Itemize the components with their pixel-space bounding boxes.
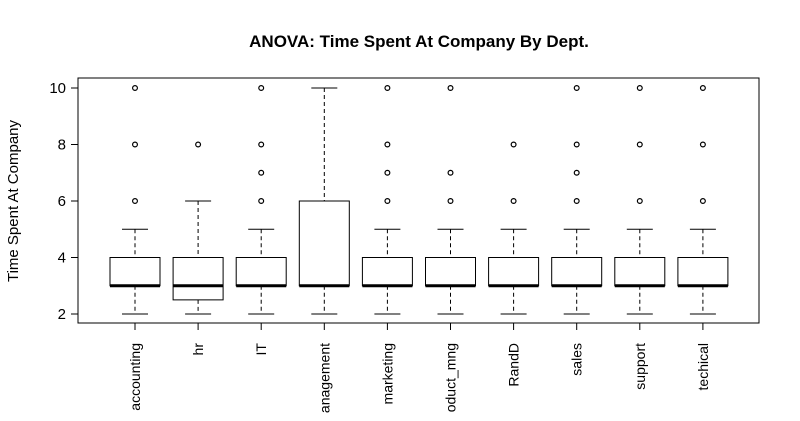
x-tick-label: support	[632, 343, 648, 390]
outlier-point	[573, 141, 580, 148]
x-tick-label: accounting	[127, 343, 143, 411]
box-accounting	[109, 84, 161, 315]
x-tick-label: techical	[695, 343, 711, 390]
outlier-point	[384, 198, 391, 205]
iqr-box	[551, 257, 603, 287]
iqr-box	[488, 257, 540, 287]
outlier-point	[699, 84, 706, 91]
box-support	[614, 84, 666, 315]
box-sales	[551, 84, 603, 315]
outlier-point	[573, 169, 580, 176]
box-RandD	[488, 141, 540, 315]
outlier-point	[510, 198, 517, 205]
x-tick-label: oduct_mng	[443, 343, 459, 412]
x-tick-label: marketing	[379, 343, 395, 404]
y-tick-label: 6	[58, 193, 66, 210]
outlier-point	[258, 141, 265, 148]
outlier-point	[573, 84, 580, 91]
outlier-point	[195, 141, 202, 148]
iqr-box	[425, 257, 476, 287]
outlier-point	[132, 198, 139, 205]
outlier-point	[384, 169, 391, 176]
outlier-point	[699, 141, 706, 148]
y-tick-label: 2	[58, 306, 66, 323]
box-product_mng	[425, 84, 476, 315]
outlier-point	[636, 198, 643, 205]
outlier-point	[258, 198, 265, 205]
boxes	[109, 84, 729, 315]
outlier-point	[699, 198, 706, 205]
chart-title: ANOVA: Time Spent At Company By Dept.	[249, 32, 589, 51]
box-hr	[172, 141, 224, 315]
x-tick-label: sales	[569, 343, 585, 376]
outlier-point	[132, 141, 139, 148]
iqr-box	[235, 257, 287, 287]
box-IT	[235, 84, 287, 315]
outlier-point	[384, 84, 391, 91]
y-tick-label: 4	[58, 250, 66, 267]
outlier-point	[573, 198, 580, 205]
y-tick-label: 8	[58, 137, 66, 154]
y-axis-label: Time Spent At Company	[5, 119, 22, 282]
iqr-box	[109, 257, 161, 287]
x-tick-label: RandD	[506, 343, 522, 387]
outlier-point	[636, 141, 643, 148]
outlier-point	[447, 169, 454, 176]
iqr-box	[614, 257, 666, 287]
x-axis: accounting hr IT anagement marketing oduct_mn…	[127, 322, 711, 413]
iqr-box	[172, 257, 224, 301]
x-tick-label: IT	[253, 343, 269, 356]
iqr-box	[298, 200, 350, 287]
y-tick-label: 10	[49, 80, 66, 97]
y-axis: 2 4 6 8 10	[49, 80, 79, 323]
outlier-point	[510, 141, 517, 148]
iqr-box	[677, 257, 729, 287]
box-marketing	[361, 84, 413, 315]
iqr-box	[361, 257, 413, 287]
outlier-point	[132, 84, 139, 91]
outlier-point	[447, 84, 454, 91]
outlier-point	[258, 169, 265, 176]
box-technical	[677, 84, 729, 315]
x-tick-label: anagement	[316, 343, 332, 413]
outlier-point	[447, 198, 454, 205]
outlier-point	[636, 84, 643, 91]
x-tick-label: hr	[190, 343, 206, 356]
outlier-point	[258, 84, 265, 91]
outlier-point	[384, 141, 391, 148]
box-management	[298, 87, 350, 315]
